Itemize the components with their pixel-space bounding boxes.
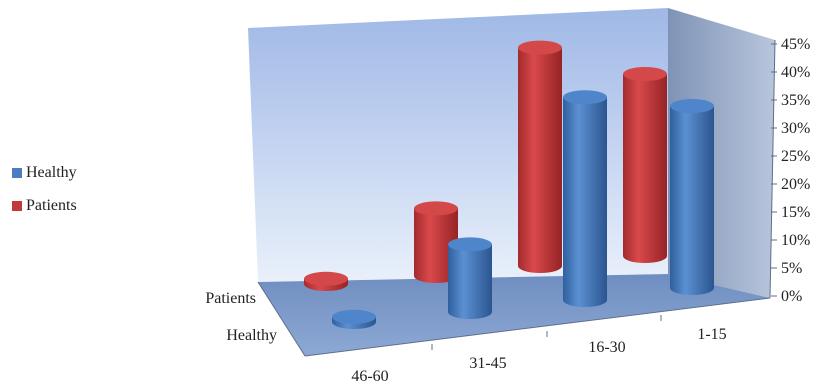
bar-patients-31-45-top <box>414 201 458 216</box>
bar-patients-1-15-top <box>623 67 667 81</box>
legend-label-healthy: Healthy <box>26 164 77 181</box>
y-tick-label: 40% <box>781 64 810 81</box>
bar-patients-46-60-top <box>304 271 348 286</box>
bar-healthy-31-45-top <box>448 237 492 252</box>
depth-axis-line <box>257 281 306 357</box>
depth-label-patients: Patients <box>205 290 256 307</box>
bar-patients-46-60 <box>304 271 348 291</box>
x-tick-label: 16-30 <box>588 339 625 356</box>
bar-patients-1-15-body <box>623 74 667 263</box>
y-axis-line <box>769 39 776 299</box>
bar-healthy-1-15-body <box>670 106 714 295</box>
bar-healthy-46-60 <box>332 309 376 329</box>
y-tick-label: 35% <box>781 92 810 109</box>
legend-swatch-healthy <box>12 168 22 178</box>
legend-item-patients: Patients <box>12 196 77 216</box>
y-tick-label: 5% <box>781 260 802 277</box>
bar-patients-16-30-body <box>518 47 562 273</box>
y-tick-label: 15% <box>781 204 810 221</box>
x-tick-label: 1-15 <box>697 326 726 343</box>
x-axis-line <box>304 297 771 357</box>
y-axis-ticks: 0% 5% 10% 15% 20% 25% 30% 35% 40% 45% <box>771 36 810 305</box>
legend-label-patients: Patients <box>26 197 77 214</box>
bar-patients-1-15 <box>623 67 667 263</box>
legend-item-healthy: Healthy <box>12 163 77 183</box>
y-tick-label: 20% <box>781 176 810 193</box>
y-tick-label: 30% <box>781 120 810 137</box>
depth-label-healthy: Healthy <box>226 327 277 344</box>
x-tick-label: 46-60 <box>351 368 388 385</box>
y-tick-label: 25% <box>781 148 810 165</box>
bar-healthy-16-30-top <box>563 90 607 105</box>
y-tick-label: 0% <box>781 288 802 305</box>
bar-healthy-31-45 <box>448 237 492 319</box>
bar-healthy-16-30 <box>563 90 607 307</box>
legend-swatch-patients <box>12 201 22 211</box>
bar-patients-16-30-top <box>518 40 562 55</box>
bar-patients-16-30 <box>518 40 562 273</box>
x-tick-label: 31-45 <box>469 355 506 372</box>
bar-patients-31-45-body <box>414 208 458 283</box>
floor <box>258 274 770 356</box>
bar-healthy-31-45-body <box>448 244 492 319</box>
bar-patients-31-45 <box>414 201 458 283</box>
x-axis-labels: 46-60 31-45 16-30 1-15 <box>351 315 727 385</box>
cylinder-bars <box>304 40 714 329</box>
bar-healthy-46-60-top <box>332 309 376 324</box>
bar-healthy-1-15 <box>670 99 714 295</box>
bar-healthy-16-30-body <box>563 97 607 307</box>
y-tick-label: 45% <box>781 36 810 53</box>
bar-healthy-1-15-top <box>670 99 714 113</box>
y-tick-label: 10% <box>781 232 810 249</box>
depth-axis-labels: Patients Healthy <box>205 290 277 344</box>
